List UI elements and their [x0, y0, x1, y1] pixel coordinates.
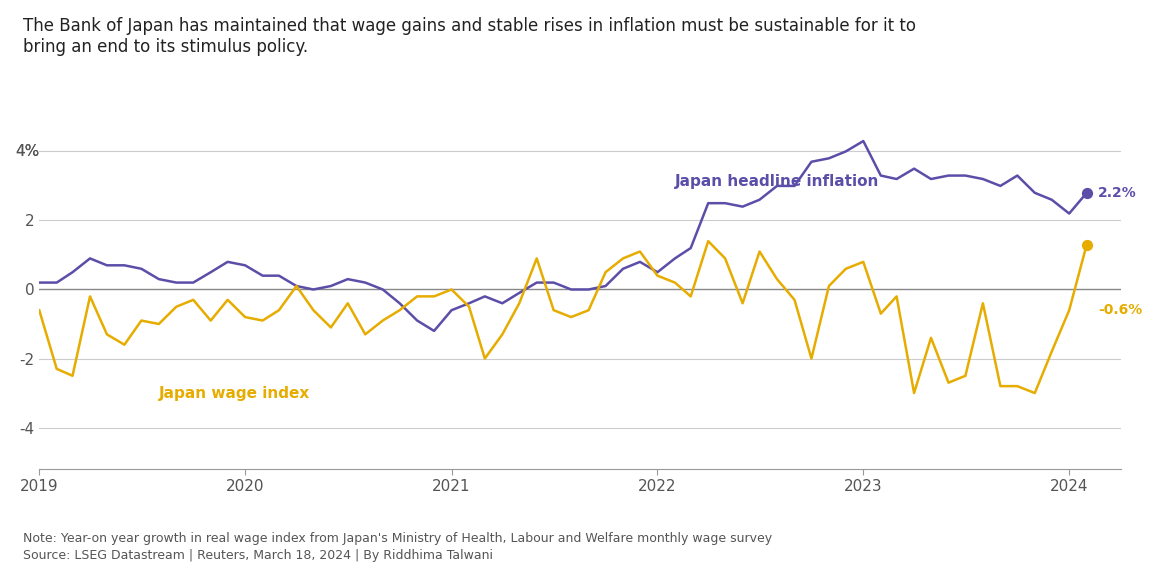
Text: -0.6%: -0.6% — [1098, 303, 1142, 317]
Point — [1077, 188, 1096, 198]
Text: 2.2%: 2.2% — [1098, 186, 1137, 200]
Text: 4%: 4% — [15, 144, 39, 159]
Text: Source: LSEG Datastream | Reuters, March 18, 2024 | By Riddhima Talwani: Source: LSEG Datastream | Reuters, March… — [23, 549, 493, 562]
Text: Japan wage index: Japan wage index — [159, 386, 310, 401]
Text: Japan headline inflation: Japan headline inflation — [675, 174, 879, 190]
Point — [1077, 240, 1096, 249]
Text: Note: Year-on year growth in real wage index from Japan's Ministry of Health, La: Note: Year-on year growth in real wage i… — [23, 532, 772, 545]
Text: 4%: 4% — [15, 144, 39, 159]
Text: The Bank of Japan has maintained that wage gains and stable rises in inflation m: The Bank of Japan has maintained that wa… — [23, 17, 916, 56]
